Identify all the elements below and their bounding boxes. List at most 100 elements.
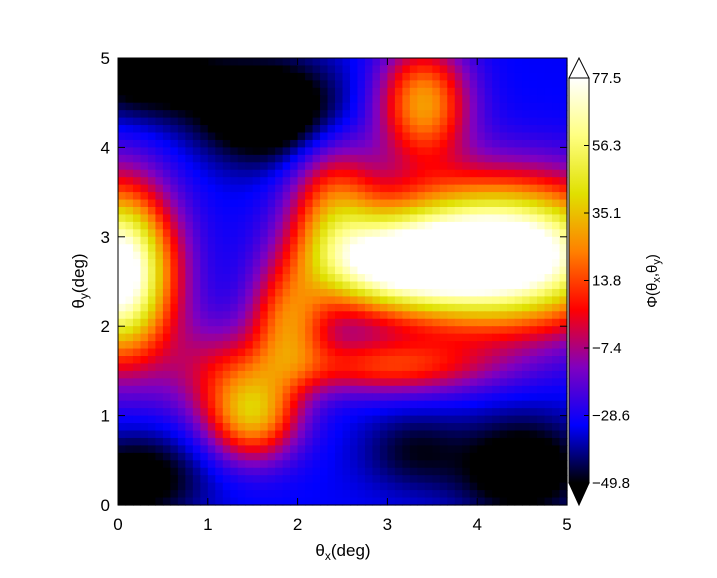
heatmap-cell [147, 154, 157, 163]
heatmap-cell [170, 184, 179, 193]
heatmap-cell [559, 58, 568, 67]
heatmap-cell [409, 408, 418, 417]
heatmap-cell [537, 326, 546, 335]
heatmap-cell [162, 460, 171, 469]
heatmap-cell [432, 370, 441, 379]
heatmap-cell [477, 102, 486, 111]
heatmap-cell [125, 326, 134, 335]
heatmap-cell [192, 58, 201, 67]
heatmap-cell [544, 214, 553, 223]
heatmap-cell [387, 169, 396, 178]
heatmap-cell [237, 125, 246, 134]
heatmap-cell [215, 80, 224, 89]
heatmap-cell [140, 341, 149, 350]
heatmap-cell [260, 72, 269, 81]
heatmap-cell [245, 162, 254, 171]
heatmap-cell [177, 72, 186, 81]
heatmap-cell [245, 266, 254, 275]
heatmap-cell [529, 95, 538, 104]
heatmap-cell [544, 266, 553, 275]
heatmap-cell [282, 423, 291, 432]
heatmap-cell [372, 221, 381, 230]
heatmap-cell [529, 244, 538, 253]
heatmap-cell [387, 266, 396, 275]
heatmap-cell [447, 102, 456, 111]
heatmap-cell [170, 139, 179, 148]
heatmap-cell [424, 199, 433, 208]
heatmap-cell [439, 348, 448, 357]
heatmap-cell [125, 437, 134, 446]
heatmap-cell [245, 482, 254, 491]
heatmap-cell [477, 400, 486, 409]
heatmap-cell [349, 452, 359, 461]
heatmap-cell [454, 490, 463, 499]
heatmap-cell [267, 102, 276, 111]
heatmap-cell [477, 356, 486, 365]
heatmap-cell [394, 72, 403, 81]
heatmap-cell [162, 169, 171, 178]
heatmap-cell [537, 467, 546, 476]
heatmap-cell [222, 266, 231, 275]
heatmap-cell [417, 363, 426, 372]
heatmap-cell [439, 333, 448, 342]
heatmap-cell [170, 303, 179, 312]
heatmap-cell [252, 207, 261, 216]
heatmap-cell [147, 281, 157, 290]
heatmap-cell [140, 147, 149, 156]
heatmap-cell [424, 341, 433, 350]
heatmap-cell [118, 296, 127, 305]
heatmap-cell [522, 311, 531, 320]
heatmap-cell [275, 430, 284, 439]
heatmap-cell [372, 423, 381, 432]
heatmap-cell [290, 482, 299, 491]
heatmap-cell [522, 236, 531, 245]
heatmap-cell [177, 259, 186, 268]
heatmap-cell [267, 266, 276, 275]
heatmap-cell [372, 445, 381, 454]
heatmap-cell [260, 497, 269, 506]
heatmap-cell [282, 467, 291, 476]
heatmap-cell [320, 370, 329, 379]
heatmap-cell [170, 311, 179, 320]
heatmap-cell [507, 102, 516, 111]
heatmap-cell [342, 445, 351, 454]
heatmap-cell [297, 221, 306, 230]
heatmap-cell [335, 490, 344, 499]
heatmap-cell [162, 482, 171, 491]
heatmap-cell [237, 430, 246, 439]
heatmap-cell [499, 363, 508, 372]
heatmap-cell [394, 370, 403, 379]
heatmap-cell [267, 80, 276, 89]
heatmap-cell [207, 318, 216, 327]
heatmap-cell [514, 65, 523, 74]
heatmap-cell [439, 87, 448, 96]
heatmap-cell [305, 259, 314, 268]
heatmap-cell [267, 199, 276, 208]
heatmap-cell [125, 400, 134, 409]
heatmap-cell [177, 266, 186, 275]
heatmap-cell [260, 408, 269, 417]
heatmap-cell [522, 370, 531, 379]
heatmap-cell [469, 72, 478, 81]
heatmap-cell [118, 430, 127, 439]
heatmap-cell [507, 244, 516, 253]
heatmap-cell [342, 87, 351, 96]
heatmap-cell [118, 341, 127, 350]
heatmap-cell [379, 378, 388, 387]
heatmap-cell [409, 467, 418, 476]
heatmap-cell [320, 423, 329, 432]
heatmap-cell [499, 221, 508, 230]
heatmap-cell [372, 475, 381, 484]
heatmap-cell [267, 333, 276, 342]
heatmap-cell [275, 356, 284, 365]
heatmap-cell [312, 80, 321, 89]
heatmap-cell [447, 169, 456, 178]
heatmap-cell [544, 363, 553, 372]
heatmap-cell [469, 378, 478, 387]
heatmap-cell [402, 244, 411, 253]
heatmap-cell [522, 266, 531, 275]
heatmap-cell [200, 400, 209, 409]
heatmap-cell [335, 423, 344, 432]
heatmap-cell [222, 370, 231, 379]
heatmap-cell [417, 430, 426, 439]
